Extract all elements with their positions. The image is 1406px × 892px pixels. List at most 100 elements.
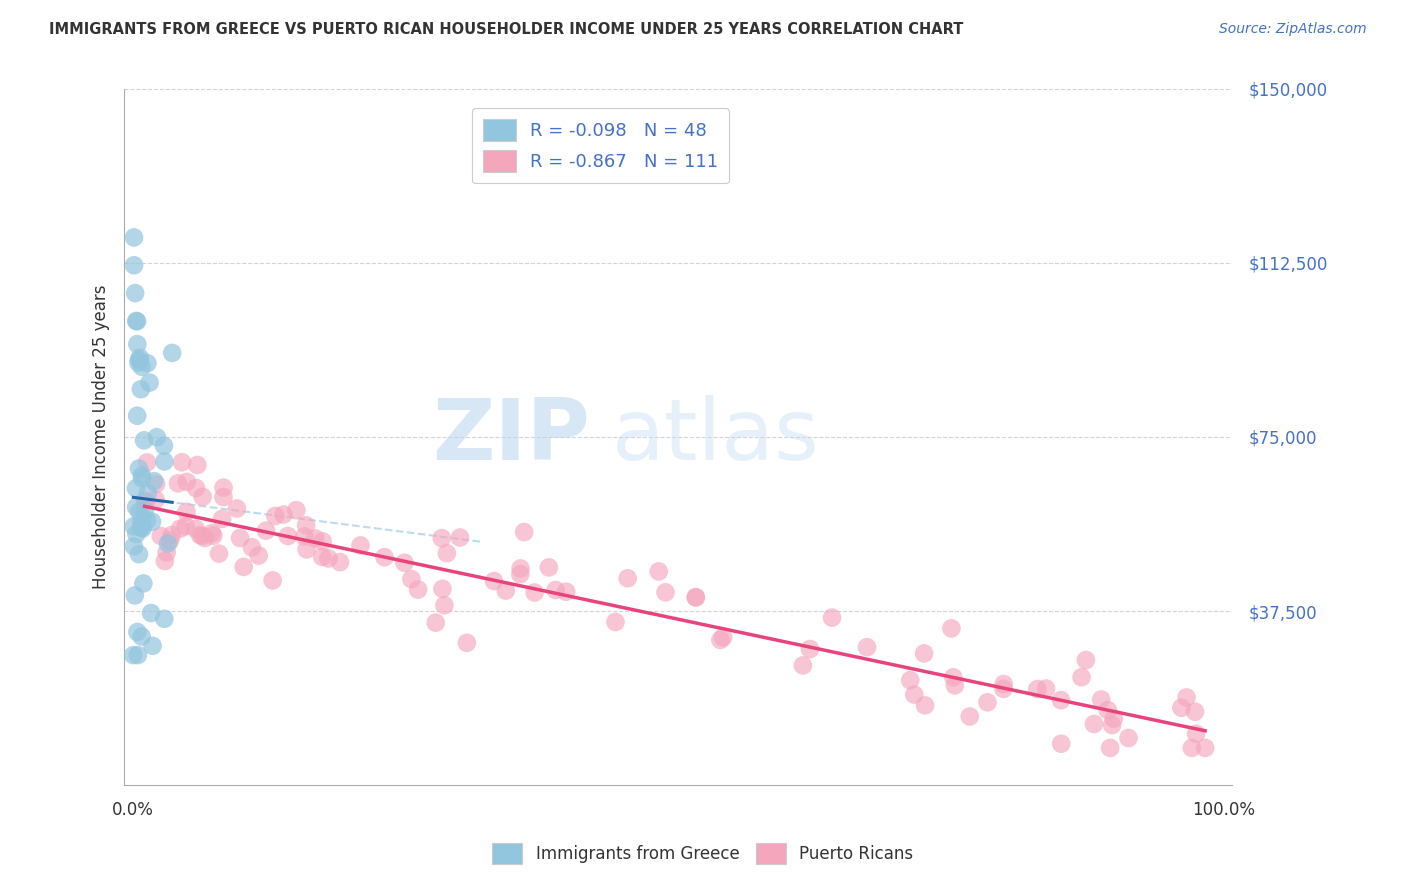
Point	[1194, 740, 1216, 755]
Point	[509, 567, 531, 582]
Point	[232, 560, 254, 574]
Point	[176, 475, 198, 489]
Point	[349, 538, 371, 552]
Point	[132, 434, 155, 448]
Point	[993, 677, 1015, 691]
Point	[329, 555, 352, 569]
Point	[122, 258, 145, 272]
Point	[129, 351, 152, 365]
Point	[153, 454, 176, 468]
Point	[159, 533, 181, 548]
Point	[254, 524, 277, 538]
Point	[125, 481, 148, 495]
Point	[169, 522, 191, 536]
Point	[136, 513, 159, 527]
Point	[132, 576, 155, 591]
Point	[1170, 700, 1192, 714]
Point	[456, 636, 478, 650]
Y-axis label: Householder Income Under 25 years: Householder Income Under 25 years	[93, 285, 110, 590]
Point	[124, 588, 146, 602]
Point	[136, 455, 159, 469]
Point	[170, 455, 193, 469]
Point	[273, 508, 295, 522]
Point	[513, 524, 536, 539]
Point	[145, 477, 167, 491]
Point	[134, 493, 156, 508]
Point	[1102, 712, 1125, 726]
Point	[304, 532, 326, 546]
Point	[153, 439, 176, 453]
Point	[436, 546, 458, 560]
Point	[373, 550, 395, 565]
Point	[394, 556, 416, 570]
Point	[141, 515, 163, 529]
Point	[898, 673, 921, 688]
Point	[143, 474, 166, 488]
Point	[247, 549, 270, 563]
Point	[943, 678, 966, 692]
Point	[711, 631, 734, 645]
Point	[318, 551, 340, 566]
Point	[131, 468, 153, 483]
Point	[1184, 705, 1206, 719]
Point	[128, 461, 150, 475]
Point	[127, 625, 149, 640]
Point	[136, 356, 159, 370]
Point	[1099, 740, 1122, 755]
Point	[449, 531, 471, 545]
Point	[240, 541, 263, 555]
Point	[122, 648, 145, 662]
Point	[555, 584, 578, 599]
Point	[122, 539, 145, 553]
Point	[128, 352, 150, 367]
Point	[122, 519, 145, 533]
Point	[145, 430, 167, 444]
Point	[160, 528, 183, 542]
Point	[194, 531, 217, 545]
Point	[131, 521, 153, 535]
Point	[134, 503, 156, 517]
Point	[160, 346, 183, 360]
Point	[685, 591, 707, 605]
Point	[425, 615, 447, 630]
Point	[262, 574, 284, 588]
Point	[959, 709, 981, 723]
Point	[1181, 740, 1204, 755]
Point	[285, 503, 308, 517]
Text: ZIP: ZIP	[432, 395, 589, 478]
Point	[125, 500, 148, 515]
Point	[1050, 693, 1073, 707]
Point	[127, 356, 149, 370]
Point	[401, 572, 423, 586]
Point	[1175, 690, 1198, 705]
Point	[142, 639, 165, 653]
Point	[131, 359, 153, 374]
Point	[125, 314, 148, 328]
Point	[212, 490, 235, 504]
Point	[128, 547, 150, 561]
Point	[167, 476, 190, 491]
Point	[149, 529, 172, 543]
Point	[1118, 731, 1140, 745]
Point	[211, 512, 233, 526]
Point	[153, 612, 176, 626]
Point	[537, 560, 560, 574]
Point	[433, 599, 456, 613]
Point	[184, 522, 207, 536]
Point	[212, 481, 235, 495]
Point	[129, 382, 152, 396]
Point	[201, 526, 224, 541]
Legend: Immigrants from Greece, Puerto Ricans: Immigrants from Greece, Puerto Ricans	[485, 837, 921, 871]
Point	[942, 670, 965, 684]
Point	[153, 554, 176, 568]
Point	[856, 640, 879, 655]
Point	[821, 610, 844, 624]
Point	[129, 519, 152, 533]
Point	[127, 337, 149, 351]
Point	[191, 490, 214, 504]
Point	[1097, 703, 1119, 717]
Point	[186, 458, 208, 472]
Point	[129, 521, 152, 535]
Point	[605, 615, 627, 629]
Point	[903, 688, 925, 702]
